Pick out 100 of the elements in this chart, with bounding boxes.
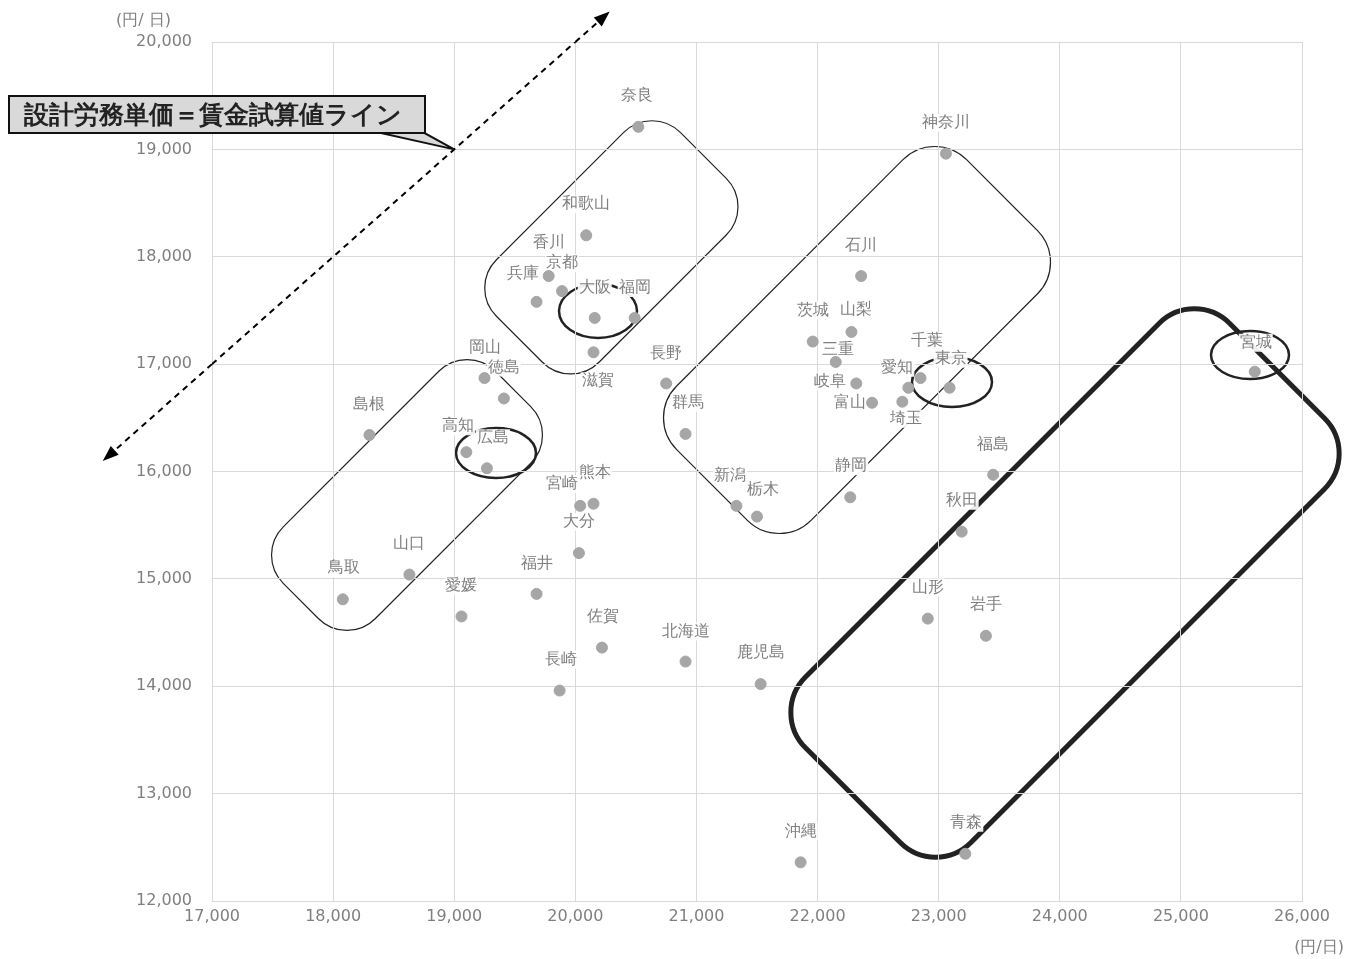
data-label: 愛媛 xyxy=(445,574,478,594)
data-label: 京都 xyxy=(546,252,579,272)
point xyxy=(553,684,566,697)
point xyxy=(628,311,641,324)
x-tick-label: 20,000 xyxy=(547,905,604,925)
annotation: 設計労務単価＝賃金試算値ライン xyxy=(8,95,426,134)
y-tick-label: 15,000 xyxy=(136,568,192,588)
point xyxy=(845,325,858,338)
point xyxy=(902,381,915,394)
point xyxy=(943,381,956,394)
point xyxy=(959,847,972,860)
point xyxy=(478,372,491,385)
point xyxy=(572,547,585,560)
data-label: 高知 xyxy=(442,415,475,435)
point xyxy=(844,491,857,504)
point xyxy=(679,427,692,440)
data-label: 長野 xyxy=(650,342,683,362)
x-tick-label: 18,000 xyxy=(305,905,362,925)
data-label: 千葉 xyxy=(910,330,943,350)
data-label: 青森 xyxy=(950,811,983,831)
y-tick-label: 19,000 xyxy=(136,138,192,158)
point xyxy=(363,428,376,441)
data-label: 北海道 xyxy=(661,620,710,640)
data-label: 沖縄 xyxy=(784,820,817,840)
data-label: 山形 xyxy=(911,576,944,596)
data-label: 宮城 xyxy=(1239,331,1272,351)
y-tick-label: 16,000 xyxy=(136,460,192,480)
x-tick-label: 23,000 xyxy=(910,905,967,925)
point xyxy=(587,346,600,359)
data-label: 石川 xyxy=(845,235,878,255)
point xyxy=(896,395,909,408)
data-label: 長崎 xyxy=(544,648,577,668)
x-tick-label: 25,000 xyxy=(1152,905,1209,925)
x-tick-label: 19,000 xyxy=(426,905,483,925)
point xyxy=(955,525,968,538)
point xyxy=(979,629,992,642)
point xyxy=(866,396,879,409)
y-tick-label: 18,000 xyxy=(136,245,192,265)
point xyxy=(530,295,543,308)
point xyxy=(574,499,587,512)
data-label: 群馬 xyxy=(671,392,704,412)
point xyxy=(730,499,743,512)
data-label: 秋田 xyxy=(945,489,978,509)
data-label: 岐阜 xyxy=(814,370,847,390)
x-tick-label: 24,000 xyxy=(1031,905,1088,925)
y-tick-label: 13,000 xyxy=(136,782,192,802)
x-tick-label: 21,000 xyxy=(668,905,725,925)
data-label: 福島 xyxy=(977,433,1010,453)
data-label: 神奈川 xyxy=(921,111,970,131)
data-label: 大阪 xyxy=(578,277,611,297)
data-label: 滋賀 xyxy=(581,370,614,390)
data-label: 宮崎 xyxy=(546,473,579,493)
point xyxy=(587,497,600,510)
data-label: 新潟 xyxy=(714,465,747,485)
point xyxy=(829,355,842,368)
data-label: 岩手 xyxy=(969,593,1002,613)
y-tick-label: 17,000 xyxy=(136,353,192,373)
point xyxy=(794,856,807,869)
point xyxy=(679,655,692,668)
point xyxy=(595,641,608,654)
y-axis-title: (円/ 日) xyxy=(116,10,171,31)
data-label: 愛知 xyxy=(881,356,914,376)
point xyxy=(855,270,868,283)
data-label: 広島 xyxy=(476,427,509,447)
data-label: 埼玉 xyxy=(889,407,923,427)
point xyxy=(987,468,1000,481)
data-label: 大分 xyxy=(562,511,595,531)
y-tick-label: 14,000 xyxy=(136,675,192,695)
y-tick-label: 20,000 xyxy=(136,31,192,51)
data-label: 福岡 xyxy=(618,277,651,297)
data-label: 三重 xyxy=(821,339,854,359)
point xyxy=(556,285,569,298)
data-label: 栃木 xyxy=(747,478,779,498)
data-label: 茨城 xyxy=(796,299,829,319)
data-label: 静岡 xyxy=(835,455,868,475)
data-label: 山口 xyxy=(393,532,426,552)
point xyxy=(480,462,493,475)
point xyxy=(336,593,349,606)
point xyxy=(403,568,416,581)
data-label: 佐賀 xyxy=(586,605,619,625)
point xyxy=(806,335,819,348)
data-label: 東京 xyxy=(934,347,967,367)
point xyxy=(460,446,473,459)
x-tick-label: 22,000 xyxy=(789,905,846,925)
point xyxy=(660,377,673,390)
point xyxy=(588,311,601,324)
data-label: 山梨 xyxy=(840,299,873,319)
point xyxy=(497,392,510,405)
data-label: 福井 xyxy=(520,553,553,573)
x-axis-title: (円/日) xyxy=(1294,937,1344,958)
point xyxy=(751,510,763,523)
point xyxy=(939,147,952,160)
point xyxy=(530,587,543,600)
point xyxy=(542,270,555,283)
point xyxy=(580,229,593,242)
data-label: 鹿児島 xyxy=(736,642,785,662)
point xyxy=(632,120,645,133)
point xyxy=(1248,365,1261,378)
data-label: 熊本 xyxy=(578,461,611,481)
point xyxy=(754,678,767,691)
